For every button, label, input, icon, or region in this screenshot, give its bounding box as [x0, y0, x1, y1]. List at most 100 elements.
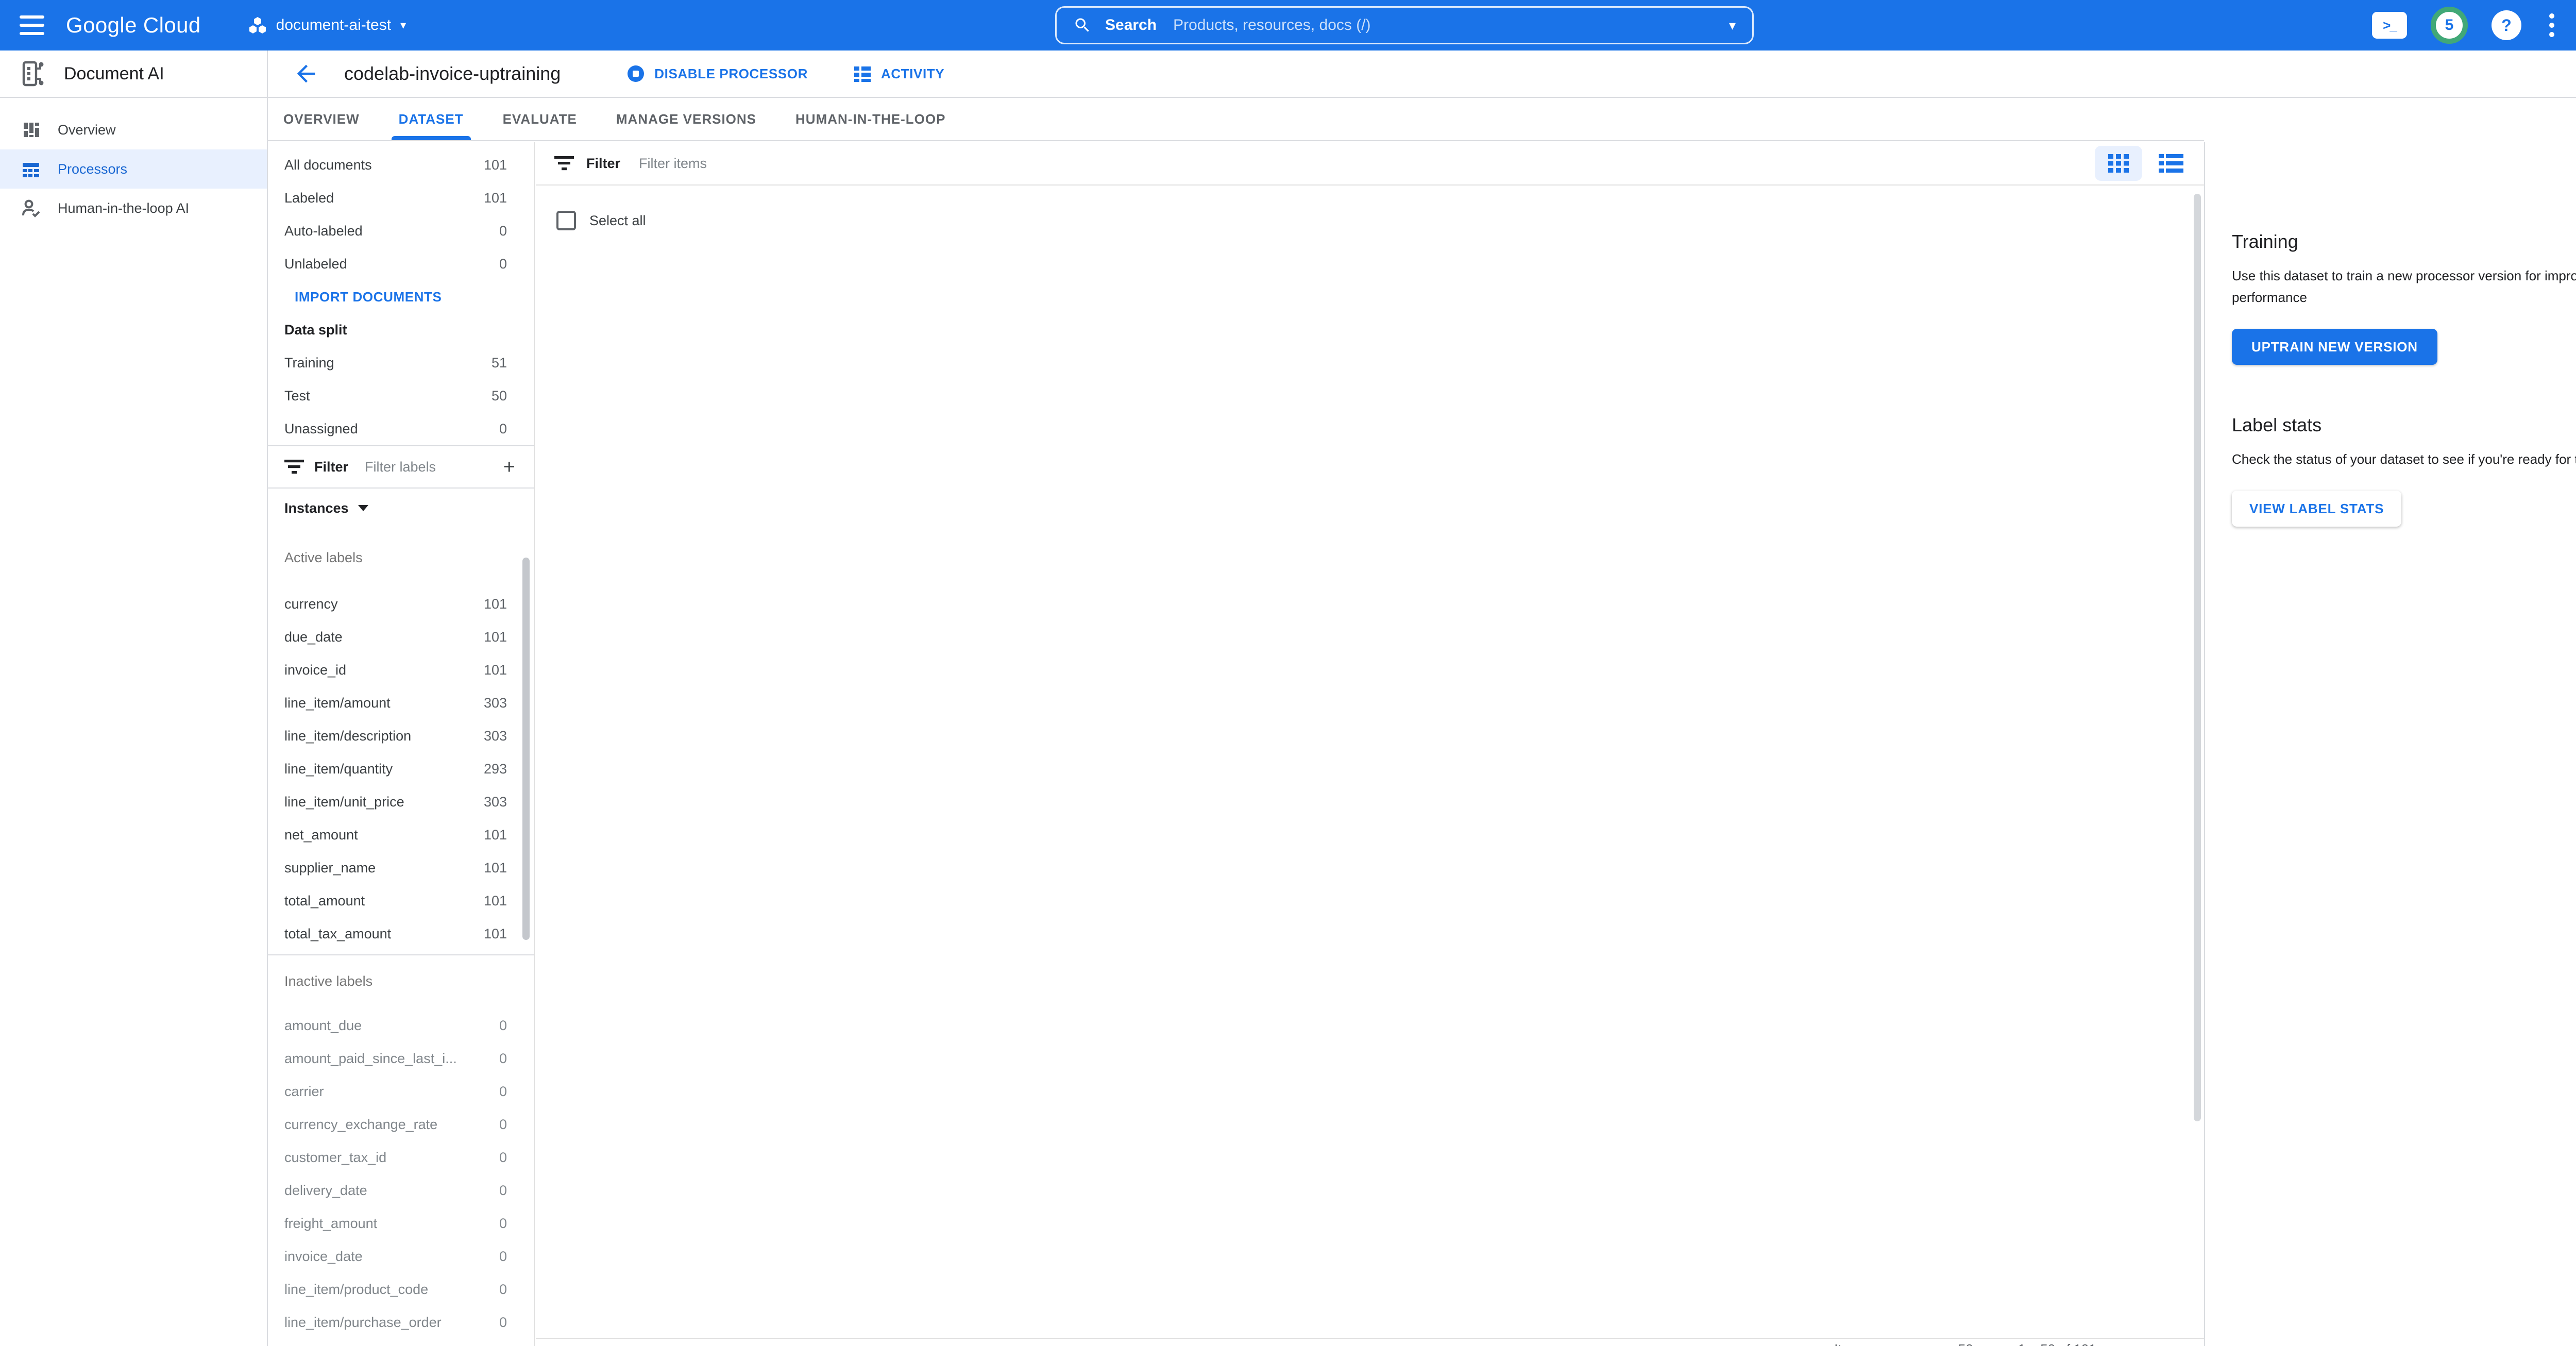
active-label-row[interactable]: line_item/unit_price 303 — [284, 794, 507, 810]
sidebar: Overview Processors Human-in-the-loop AI — [0, 98, 268, 1346]
filter-icon — [284, 460, 304, 474]
filter-items-input[interactable]: Filter items — [639, 155, 707, 171]
active-label-row[interactable]: total_tax_amount 101 — [284, 926, 507, 941]
active-label-row[interactable]: net_amount 101 — [284, 827, 507, 843]
inactive-label-row[interactable]: amount_paid_since_last_i... 0 — [284, 1050, 507, 1066]
uptrain-new-version-button[interactable]: UPTRAIN NEW VERSION — [2232, 329, 2437, 365]
tab[interactable]: DATASET — [391, 98, 471, 140]
next-page-icon[interactable]: › — [2163, 1340, 2169, 1346]
dropdown-arrow-icon — [358, 505, 368, 511]
filter-icon — [554, 156, 574, 171]
human-in-the-loop-icon — [22, 199, 40, 217]
inactive-label-row[interactable]: carrier 0 — [284, 1083, 507, 1099]
select-all-checkbox[interactable] — [556, 211, 576, 230]
project-switcher[interactable]: document-ai-test ▾ — [248, 16, 406, 35]
search-expand-icon[interactable]: ▾ — [1728, 17, 1736, 33]
google-cloud-topbar: Google Cloud document-ai-test ▾ Search P… — [0, 0, 2576, 51]
chevron-down-icon: ▾ — [1980, 1342, 1987, 1346]
document-count-row[interactable]: Labeled 101 — [284, 190, 507, 206]
list-view-icon — [2159, 154, 2183, 173]
previous-page-icon[interactable]: ‹ — [2127, 1340, 2133, 1346]
product-header: Document AI — [0, 51, 268, 97]
pagination-bar: Items per page: 50 ▾ 1 – 50 of 101 ‹ › — [536, 1338, 2204, 1346]
search-bar[interactable]: Search Products, resources, docs (/) ▾ — [1055, 6, 1754, 44]
search-label: Search — [1105, 16, 1157, 33]
grid-view-button[interactable] — [2095, 146, 2142, 181]
google-cloud-logo[interactable]: Google Cloud — [66, 13, 201, 37]
inactive-label-row[interactable]: customer_tax_id 0 — [284, 1149, 507, 1165]
data-split-row[interactable]: Test 50 — [284, 388, 507, 403]
list-view-button[interactable] — [2153, 146, 2190, 181]
filter-label: Filter — [314, 459, 349, 475]
import-documents-button[interactable]: IMPORT DOCUMENTS — [295, 289, 442, 305]
dataset-left-panel: All documents 101 Labeled 101 Auto-labeled… — [268, 142, 535, 1346]
instances-dropdown[interactable]: Instances — [268, 489, 534, 528]
items-per-page-select[interactable]: 50 ▾ — [1958, 1342, 1987, 1346]
menu-icon[interactable] — [8, 0, 56, 51]
processors-icon — [23, 163, 39, 177]
active-label-row[interactable]: supplier_name 101 — [284, 860, 507, 876]
active-label-row[interactable]: due_date 101 — [284, 629, 507, 645]
data-split-row[interactable]: Unassigned 0 — [284, 420, 507, 436]
sidebar-item-processors[interactable]: Processors — [0, 149, 267, 189]
sidebar-item-hitl[interactable]: Human-in-the-loop AI — [0, 189, 267, 228]
inactive-label-row[interactable]: delivery_date 0 — [284, 1182, 507, 1198]
project-name: document-ai-test — [276, 16, 392, 33]
back-arrow-icon[interactable] — [293, 60, 319, 87]
active-label-row[interactable]: invoice_id 101 — [284, 662, 507, 678]
active-label-row[interactable]: currency 101 — [284, 596, 507, 612]
search-placeholder: Products, resources, docs (/) — [1173, 16, 1371, 33]
sidebar-item-overview[interactable]: Overview — [0, 110, 267, 149]
activity-button[interactable]: ACTIVITY — [853, 64, 944, 83]
document-count-row[interactable]: Unlabeled 0 — [284, 256, 507, 272]
inactive-labels-title: Inactive labels — [284, 973, 373, 989]
label-filter-row: Filter Filter labels + — [268, 446, 534, 489]
label-stats-description: Check the status of your dataset to see … — [2232, 451, 2576, 467]
tab[interactable]: OVERVIEW — [283, 111, 360, 127]
view-label-stats-button[interactable]: VIEW LABEL STATS — [2232, 491, 2402, 527]
pagination-range: 1 – 50 of 101 — [2018, 1342, 2096, 1346]
inactive-label-row[interactable]: line_item/product_code 0 — [284, 1281, 507, 1297]
document-count-row[interactable]: All documents 101 — [284, 157, 507, 173]
active-labels-title: Active labels — [284, 549, 363, 565]
chevron-down-icon: ▾ — [400, 19, 406, 31]
more-options-icon[interactable] — [2545, 13, 2558, 37]
label-stats-title: Label stats — [2232, 414, 2322, 435]
tab[interactable]: MANAGE VERSIONS — [616, 111, 757, 127]
inactive-label-row[interactable]: line_item/purchase_order 0 — [284, 1314, 507, 1330]
filter-label: Filter — [586, 155, 621, 171]
items-per-page-label: Items per page: — [1834, 1342, 1927, 1346]
active-label-row[interactable]: line_item/quantity 293 — [284, 761, 507, 777]
document-count-row[interactable]: Auto-labeled 0 — [284, 223, 507, 239]
overview-icon — [24, 123, 39, 137]
cloud-shell-icon[interactable]: >_ — [2372, 12, 2407, 39]
documents-grid-area: Filter Filter items — [536, 142, 2204, 1346]
project-icon — [249, 17, 266, 33]
items-filter-row: Filter Filter items — [536, 142, 2204, 186]
help-icon[interactable]: ? — [2492, 10, 2521, 40]
filter-labels-input[interactable]: Filter labels — [365, 459, 436, 475]
add-label-icon[interactable]: + — [503, 455, 515, 478]
disable-icon — [628, 65, 645, 82]
active-label-row[interactable]: line_item/description 303 — [284, 728, 507, 744]
inactive-label-row[interactable]: invoice_date 0 — [284, 1248, 507, 1264]
inactive-label-row[interactable]: freight_amount 0 — [284, 1215, 507, 1231]
select-all-label: Select all — [589, 212, 646, 228]
activity-list-icon — [854, 66, 871, 82]
grid-view-icon — [2108, 154, 2129, 173]
page-title: codelab-invoice-uptraining — [344, 63, 561, 84]
disable-processor-button[interactable]: DISABLE PROCESSOR — [626, 64, 808, 83]
free-trial-badge[interactable]: 5 — [2431, 7, 2468, 44]
training-description: Use this dataset to train a new processo… — [2232, 268, 2576, 305]
grid-scrollbar[interactable] — [2194, 194, 2201, 1121]
inactive-label-row[interactable]: currency_exchange_rate 0 — [284, 1116, 507, 1132]
tab[interactable]: HUMAN-IN-THE-LOOP — [795, 111, 946, 127]
inactive-label-row[interactable]: amount_due 0 — [284, 1017, 507, 1033]
tab[interactable]: EVALUATE — [502, 111, 577, 127]
training-title: Training — [2232, 231, 2298, 252]
left-panel-scrollbar[interactable] — [522, 558, 530, 940]
active-label-row[interactable]: line_item/amount 303 — [284, 695, 507, 711]
active-label-row[interactable]: total_amount 101 — [284, 893, 507, 908]
product-title: Document AI — [64, 63, 164, 83]
data-split-row[interactable]: Training 51 — [284, 355, 507, 371]
